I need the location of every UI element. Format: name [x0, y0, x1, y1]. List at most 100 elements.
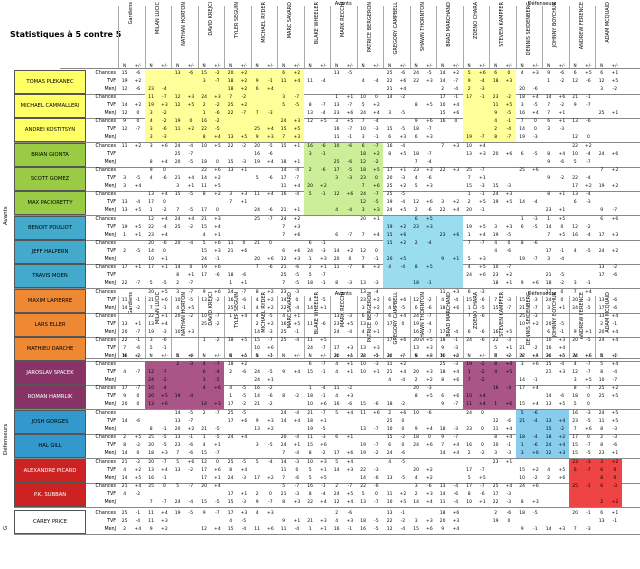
stat-n: 7 — [255, 265, 259, 270]
stat-pm: -6 — [347, 511, 353, 516]
stat-n: 3 — [547, 127, 551, 132]
stat-pm: +5 — [558, 402, 566, 407]
stat-pm: +1 — [505, 346, 513, 351]
stat-n: 21 — [386, 87, 393, 92]
sub-col-n: N — [573, 353, 577, 358]
stat-n: 5 — [149, 281, 153, 286]
stat-n — [595, 159, 608, 167]
sub-col-n: N — [547, 353, 551, 358]
stat-pm: +1 — [479, 176, 486, 181]
stat-pm: -3 — [453, 362, 459, 367]
stat-pm — [237, 264, 250, 272]
stat-pm: -7 — [586, 370, 591, 375]
stat-pm: +4 — [214, 484, 221, 489]
stat-n: 19 — [201, 265, 207, 270]
stat-pm: +4 — [161, 217, 168, 222]
stat-n — [568, 491, 582, 499]
stat-n: 1 — [197, 110, 211, 118]
stat-n: 14 — [519, 378, 525, 383]
stat-pm: 0 — [369, 175, 383, 183]
stat-n: 7 — [547, 233, 551, 238]
stat-n — [277, 361, 290, 369]
stat-pm: +6 — [528, 450, 542, 458]
stat-n: 16 — [360, 527, 366, 532]
stat-n: 14 — [386, 95, 393, 100]
stat-pm — [264, 248, 277, 256]
stat-pm — [290, 151, 303, 159]
row-divider — [14, 483, 640, 484]
stat-pm — [343, 442, 356, 450]
stat-pm: +4 — [452, 451, 460, 456]
stat-pm — [502, 175, 515, 183]
stat-pm: -3 — [347, 314, 353, 319]
stat-n — [569, 126, 582, 134]
stat-n: 19 — [171, 393, 185, 401]
stat-pm: -5 — [135, 176, 141, 181]
stat-pm: +3 — [210, 401, 224, 409]
stat-pm: 0 — [586, 435, 590, 440]
stat-n — [304, 224, 317, 232]
stat-pm: -5 — [188, 511, 194, 516]
stat-pm — [476, 459, 489, 467]
stat-pm — [396, 216, 410, 224]
stat-pm: +4 — [346, 411, 354, 416]
stat-pm: -5 — [400, 476, 406, 481]
stat-n: 5 — [202, 241, 206, 246]
stat-n — [409, 232, 423, 240]
stat-pm: +5 — [346, 119, 354, 124]
stat-n — [118, 167, 131, 175]
player-name: TOMAS PLEKANEC — [14, 70, 86, 94]
stat-pm: +4 — [555, 418, 569, 426]
stat-n: 14 — [121, 419, 128, 424]
stat-pm: -7 — [374, 500, 379, 505]
stat-pm: -5 — [268, 443, 273, 448]
stat-n: 17 — [201, 468, 207, 473]
stat-pm — [131, 240, 144, 248]
stat-n: 12 — [572, 79, 578, 84]
sub-col-n: N — [255, 353, 259, 358]
stat-n — [542, 313, 555, 321]
row-label: Chances — [95, 71, 116, 76]
stat-n — [198, 305, 211, 313]
stat-pm: -3 — [400, 176, 406, 181]
stat-n: 3 — [441, 200, 445, 205]
stat-n: 17 — [439, 330, 446, 335]
column-divider — [436, 296, 437, 358]
stat-n: 17 — [333, 451, 340, 456]
stat-pm: -3 — [506, 184, 512, 189]
row-label: TVF — [107, 103, 116, 108]
stat-pm: -7 — [427, 152, 432, 157]
stat-pm: +6 — [343, 191, 357, 199]
player-name: HAL GILL — [14, 434, 86, 458]
stat-n: 9 — [520, 281, 524, 286]
stat-pm: +1 — [293, 160, 301, 165]
player-name: SCOTT GOMEZ — [14, 167, 86, 191]
stat-n — [516, 143, 529, 151]
stat-pm — [264, 199, 277, 207]
stat-pm: -2 — [210, 70, 224, 78]
stat-pm: -7 — [374, 314, 379, 319]
stat-pm: -3 — [453, 346, 459, 351]
stat-n — [542, 240, 555, 248]
stat-n: 15 — [201, 451, 207, 456]
stat-n — [145, 410, 158, 418]
stat-n — [410, 401, 423, 409]
row-divider — [14, 385, 640, 386]
stat-pm: -3 — [559, 127, 565, 132]
stat-n: 7 — [520, 119, 524, 124]
stat-pm: +2 — [585, 184, 592, 189]
stat-pm: +2 — [505, 273, 513, 278]
stat-n: 6 — [361, 314, 365, 319]
stat-pm: -6 — [162, 176, 167, 181]
stat-pm: -5 — [559, 322, 565, 327]
stat-pm: +2 — [290, 70, 304, 78]
stat-pm: -5 — [506, 233, 512, 238]
stat-pm — [290, 240, 303, 248]
stat-pm — [555, 491, 568, 499]
stat-pm — [529, 393, 542, 401]
stat-pm — [211, 353, 224, 361]
stat-n: 4 — [335, 370, 339, 375]
stat-n — [171, 78, 185, 86]
stat-pm — [449, 272, 463, 280]
column-divider — [171, 6, 172, 68]
